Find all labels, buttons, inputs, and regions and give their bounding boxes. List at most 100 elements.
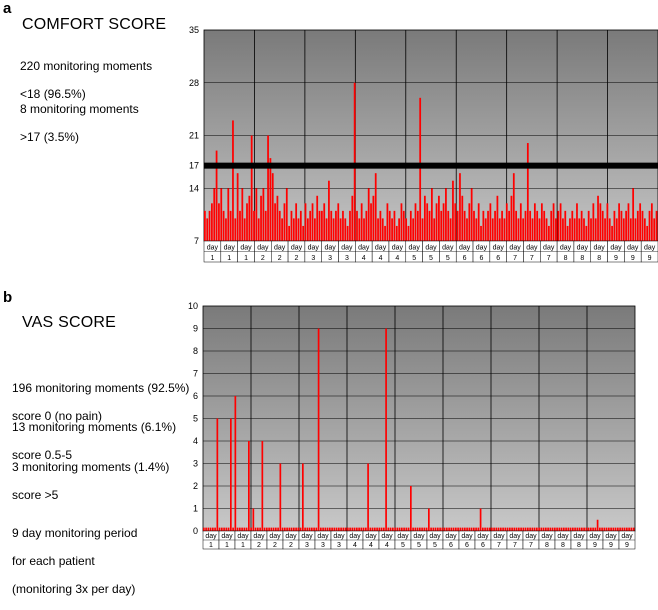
vas-bar [248, 441, 250, 531]
comfort-x-tick-label-day: day [392, 245, 404, 252]
vas-bar [268, 527, 270, 531]
comfort-bar [278, 210, 281, 241]
vas-bar [234, 396, 237, 531]
comfort-bar [454, 203, 457, 241]
comfort-x-tick-label-day: day [526, 245, 538, 252]
vas-bar [324, 527, 327, 531]
comfort-bar [433, 218, 436, 241]
vas-bar [482, 527, 484, 531]
vas-x-tick-label-num: 7 [513, 542, 517, 549]
vas-bar [601, 527, 603, 531]
vas-bar [252, 508, 255, 531]
comfort-bar [435, 203, 438, 241]
vas-bar [266, 527, 268, 531]
vas-x-tick-label-num: 7 [497, 542, 501, 549]
comfort-x-tick-label-num: 4 [395, 255, 399, 262]
comfort-x-tick-label-num: 2 [261, 255, 265, 262]
comfort-bar [309, 210, 312, 241]
comfort-bar [475, 218, 478, 241]
comfort-bar [431, 188, 433, 241]
vas-bar [205, 527, 207, 531]
vas-bar [383, 527, 385, 531]
vas-bar [239, 527, 241, 531]
comfort-bar [650, 203, 653, 241]
vas-bar [484, 527, 486, 531]
panel-b-stat3: 3 monitoring moments (1.4%) score >5 [12, 446, 169, 516]
comfort-bar [220, 188, 223, 241]
comfort-bar [395, 225, 398, 241]
vas-bar [425, 527, 428, 531]
vas-bar [430, 527, 432, 531]
comfort-bar [543, 210, 546, 241]
vas-bar [630, 527, 633, 531]
comfort-y-tick-label: 35 [189, 25, 199, 35]
vas-bar [311, 527, 313, 531]
vas-bar [322, 527, 324, 531]
comfort-bar [643, 218, 646, 241]
comfort-bar [416, 210, 419, 241]
comfort-bar [648, 210, 651, 241]
comfort-bar [281, 218, 283, 241]
vas-bar [545, 527, 547, 531]
comfort-bar [615, 218, 618, 241]
comfort-bar [498, 218, 501, 241]
vas-bar [275, 527, 277, 531]
comfort-bar [517, 218, 520, 241]
vas-bar [475, 527, 477, 531]
comfort-x-tick-label-day: day [308, 245, 320, 252]
comfort-bar [442, 203, 445, 241]
vas-x-tick-label-day: day [445, 533, 457, 540]
comfort-score-chart: 71417212835day1day1day1day2day2day2day3d… [189, 25, 658, 263]
comfort-bar [321, 210, 323, 241]
comfort-x-tick-label-num: 3 [345, 255, 349, 262]
comfort-bar [276, 195, 279, 241]
vas-x-tick-label-num: 1 [225, 542, 229, 549]
comfort-bar [470, 188, 473, 241]
vas-bar [439, 527, 441, 531]
vas-bar [412, 527, 414, 531]
vas-bar [407, 527, 410, 531]
vas-bar [434, 527, 437, 531]
vas-x-tick-label-num: 5 [433, 542, 437, 549]
comfort-x-tick-label-day: day [207, 245, 219, 252]
vas-bar [549, 527, 552, 531]
vas-bar [574, 527, 576, 531]
vas-bar [621, 527, 624, 531]
vas-bar [230, 418, 232, 531]
comfort-x-tick-label-day: day [240, 245, 252, 252]
comfort-bar [349, 210, 351, 241]
vas-bar [342, 527, 345, 531]
vas-bar [270, 527, 273, 531]
comfort-bar [620, 210, 623, 241]
vas-bar [628, 527, 630, 531]
vas-bar [594, 527, 597, 531]
comfort-bar [482, 210, 485, 241]
comfort-bar [225, 218, 227, 241]
comfort-bar [414, 203, 417, 241]
vas-x-tick-label-day: day [237, 533, 249, 540]
vas-x-tick-label-num: 1 [209, 542, 213, 549]
comfort-bar [531, 218, 534, 241]
comfort-bar [398, 218, 400, 241]
comfort-bar [325, 218, 328, 241]
panel-b-stat1-line1: 196 monitoring moments (92.5%) [12, 381, 190, 395]
vas-bar [497, 527, 500, 531]
comfort-bar [625, 210, 627, 241]
comfort-bar [641, 210, 644, 241]
vas-bar [473, 527, 475, 531]
comfort-x-tick-label-day: day [291, 245, 303, 252]
vas-bar [405, 527, 408, 531]
vas-bar [457, 527, 459, 531]
comfort-x-tick-label-day: day [459, 245, 471, 252]
panel-a-stat1: 220 monitoring moments <18 (96.5%) [20, 45, 152, 115]
comfort-bar [477, 203, 480, 241]
comfort-bar [597, 195, 599, 241]
vas-bar [572, 527, 574, 531]
vas-bar [423, 527, 426, 531]
comfort-x-tick-label-day: day [257, 245, 269, 252]
vas-y-tick-label: 2 [193, 481, 198, 491]
comfort-x-tick-label-num: 1 [244, 255, 248, 262]
vas-bar [308, 527, 311, 531]
vas-bar [464, 527, 466, 531]
comfort-bar [271, 173, 274, 241]
